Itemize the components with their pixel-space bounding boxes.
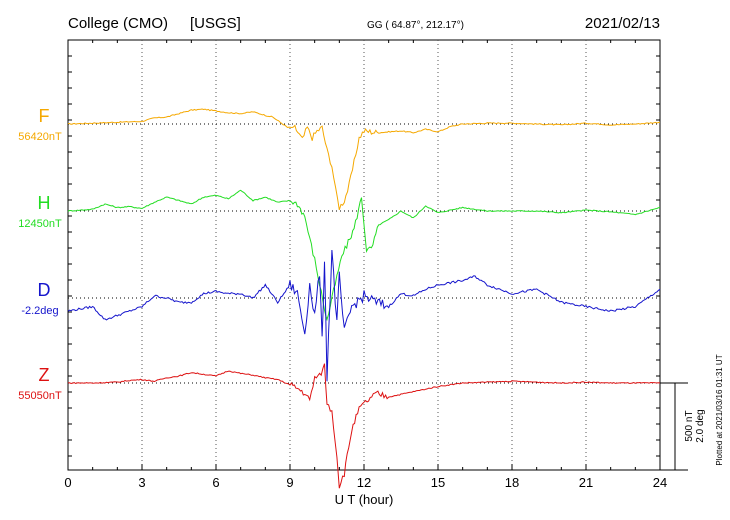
x-tick-label-3: 3: [138, 475, 145, 490]
traces: [67, 108, 661, 489]
scale-label-nt: 500 nT: [684, 410, 695, 441]
series-baseline-Z: 55050nT: [18, 390, 62, 402]
series-letter-H: H: [38, 193, 51, 213]
series-baseline-D: -2.2deg: [21, 305, 58, 317]
x-tick-label-21: 21: [579, 475, 593, 490]
scale-bar: 500 nT 2.0 deg: [660, 382, 706, 471]
baselines: [68, 123, 660, 384]
trace-H: [67, 189, 661, 322]
trace-D: [67, 249, 661, 382]
x-tick-label-15: 15: [431, 475, 445, 490]
series-baseline-F: 56420nT: [18, 131, 62, 143]
trace-Z: [67, 363, 661, 489]
coordinates-label: GG ( 64.87°, 212.17°): [367, 20, 464, 31]
station-title: College (CMO): [68, 15, 168, 32]
plotted-timestamp: Plotted at 2021/03/16 01:31 UT: [715, 354, 724, 465]
series-letter-Z: Z: [39, 365, 50, 385]
series-labels: F 56420nT H 12450nT D -2.2deg Z 55050nT: [18, 106, 62, 402]
x-tick-label-24: 24: [653, 475, 667, 490]
x-axis-label: U T (hour): [335, 492, 394, 507]
x-tick-label-0: 0: [64, 475, 71, 490]
agency-label: [USGS]: [190, 15, 241, 32]
trace-F: [67, 108, 661, 211]
series-letter-F: F: [39, 106, 50, 126]
date-label: 2021/02/13: [585, 15, 660, 32]
x-axis: 0 3 6 9 12 15 18 21 24: [64, 40, 667, 490]
scale-label-deg: 2.0 deg: [695, 409, 706, 442]
series-baseline-H: 12450nT: [18, 218, 62, 230]
x-tick-label-12: 12: [357, 475, 371, 490]
series-letter-D: D: [38, 280, 51, 300]
x-tick-label-6: 6: [212, 475, 219, 490]
grid: [141, 40, 587, 470]
x-tick-label-9: 9: [286, 475, 293, 490]
x-tick-label-18: 18: [505, 475, 519, 490]
